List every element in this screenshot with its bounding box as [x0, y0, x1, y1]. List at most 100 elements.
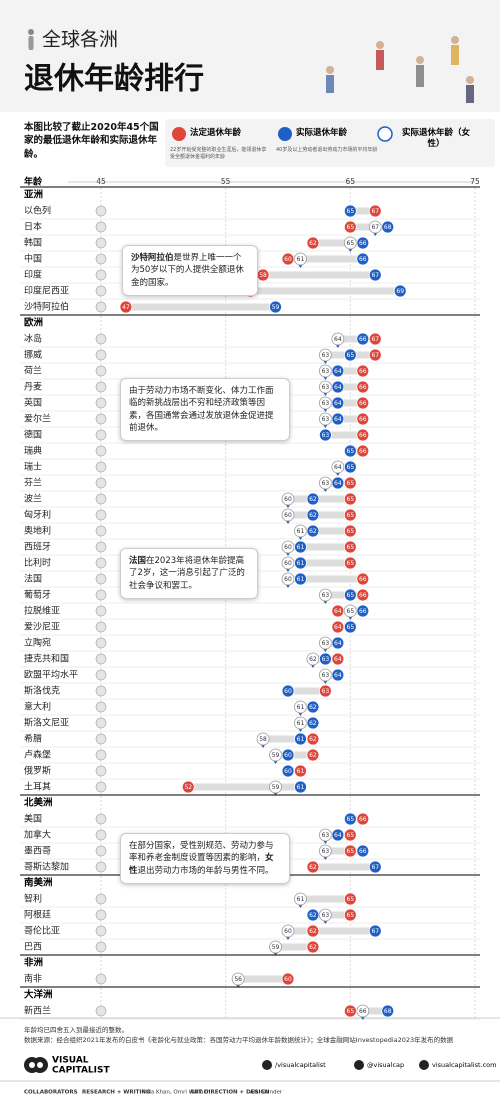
- annotation: 在部分国家，受性别规范、劳动力参与率和养老金制度设置等因素的影响，女性退出劳动力…: [120, 833, 290, 884]
- dot-label: 64: [334, 336, 342, 343]
- category-label: 波兰: [24, 493, 42, 505]
- category-label: 韩国: [24, 237, 42, 249]
- legend-description: 22岁开始受完整的职业生涯后，能领退休享受全额退休金福利的年龄: [170, 147, 267, 160]
- figure-icon: [28, 29, 34, 50]
- dot-label: 66: [359, 240, 367, 247]
- dot: [281, 252, 295, 266]
- dot-label: 69: [396, 288, 404, 295]
- annotation-text: 女性: [129, 853, 274, 876]
- dot: [269, 780, 282, 794]
- dot: [356, 412, 370, 426]
- annotation-text: 退出劳动力市场的年龄与男性不同。: [137, 865, 274, 876]
- dot-label: 65: [347, 464, 355, 471]
- dot-label: 61: [297, 720, 305, 727]
- category-label: 俄罗斯: [24, 765, 51, 777]
- category-label: 土耳其: [24, 781, 51, 793]
- category-label: 拉脱维亚: [24, 605, 60, 617]
- dot: [343, 236, 357, 250]
- category-label: 新西兰: [24, 1005, 51, 1017]
- dot-label: 63: [322, 640, 330, 647]
- category-label: 日本: [24, 221, 42, 233]
- category-label: 丹麦: [24, 381, 42, 393]
- dot-label: 63: [322, 384, 330, 391]
- category-label: 斯洛伐克: [24, 685, 60, 697]
- dot-label: 60: [284, 496, 292, 503]
- category-label: 捷克共和国: [24, 653, 69, 665]
- dot: [356, 332, 370, 346]
- group-label: 亚洲: [24, 190, 43, 201]
- category-label: 意大利: [24, 701, 51, 713]
- category-label: 德国: [24, 429, 42, 441]
- title: 退休年龄排行: [24, 62, 204, 97]
- flag: [95, 941, 107, 953]
- dot-label: 63: [322, 416, 330, 423]
- dot-label: 60: [284, 688, 292, 695]
- dot: [356, 444, 370, 458]
- dot-label: 59: [272, 784, 280, 791]
- dot: [318, 652, 332, 666]
- dot: [281, 540, 295, 554]
- dot: [343, 620, 357, 634]
- category-label: 加拿大: [24, 829, 51, 841]
- dot-label: 61: [297, 528, 305, 535]
- group-label: 南美洲: [24, 877, 53, 889]
- dot-label: 62: [309, 944, 317, 951]
- dot: [331, 380, 345, 394]
- category-label: 墨西哥: [24, 846, 51, 857]
- dot: [119, 300, 133, 314]
- flag: [95, 397, 107, 409]
- social-icon: [262, 1060, 272, 1070]
- range-bar: [188, 783, 301, 791]
- category-label: 阿根廷: [24, 909, 51, 921]
- legend-label: 法定退休年龄: [190, 128, 242, 138]
- dot: [294, 700, 307, 714]
- range-bar: [275, 943, 313, 951]
- dot-label: 61: [297, 736, 305, 743]
- flag: [95, 493, 107, 505]
- category-label: 爱尔兰: [24, 413, 51, 425]
- dot-label: 63: [322, 672, 330, 679]
- dot: [294, 252, 307, 266]
- dot: [318, 668, 332, 682]
- category-label: 哥伦比亚: [24, 925, 60, 937]
- dot: [318, 684, 332, 698]
- dot-label: 64: [334, 464, 342, 471]
- dot-label: 52: [184, 784, 192, 791]
- flag: [95, 445, 107, 457]
- flag: [95, 237, 107, 249]
- dot: [318, 908, 332, 922]
- dot-label: 66: [359, 416, 367, 423]
- dot: [331, 636, 345, 650]
- category-label: 欧盟平均水平: [24, 669, 78, 681]
- range-bar: [263, 271, 376, 279]
- category-label: 葡萄牙: [24, 589, 51, 601]
- flag: [95, 221, 107, 233]
- dot-label: 59: [272, 304, 280, 311]
- category-label: 爱沙尼亚: [24, 622, 60, 633]
- dot-label: 58: [259, 736, 267, 743]
- dot-label: 63: [322, 848, 330, 855]
- flag: [95, 653, 107, 665]
- flag: [95, 557, 107, 569]
- range-bar: [350, 207, 376, 215]
- flag: [95, 733, 107, 745]
- range-bar: [288, 575, 363, 583]
- dot: [331, 460, 345, 474]
- category-label: 印度尼西亚: [24, 285, 69, 297]
- dot-label: 63: [322, 592, 330, 599]
- range-bar: [300, 527, 351, 535]
- dot-label: 65: [347, 624, 355, 631]
- x-tick-label: 55: [221, 177, 231, 186]
- dot: [318, 428, 332, 442]
- dot: [318, 396, 332, 410]
- dot-label: 59: [272, 944, 280, 951]
- dot: [343, 508, 357, 522]
- dot: [306, 908, 320, 922]
- dot: [306, 492, 320, 506]
- dot-label: 62: [309, 704, 317, 711]
- dot: [343, 812, 357, 826]
- dot: [318, 844, 332, 858]
- social-icon: [419, 1060, 429, 1070]
- dot: [343, 908, 357, 922]
- dot-label: 62: [309, 928, 317, 935]
